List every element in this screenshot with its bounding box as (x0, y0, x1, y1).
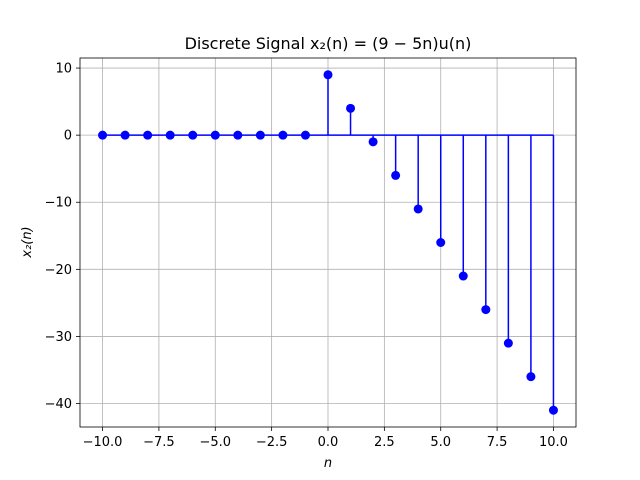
stem-marker (210, 130, 220, 140)
x-axis-label: n (324, 456, 332, 471)
stem-marker (323, 70, 333, 80)
x-tick-label: −10.0 (83, 435, 123, 450)
chart-title: Discrete Signal x₂(n) = (9 − 5n)u(n) (185, 34, 472, 53)
stem-marker (458, 271, 468, 281)
stem-marker (391, 170, 401, 180)
x-axis-ticks: −10.0 −7.5 −5.0 −2.5 0.0 2.5 5.0 7.5 10.0 (83, 427, 568, 450)
stem-marker (346, 103, 356, 113)
y-tick-label: 0 (64, 129, 72, 144)
x-tick-label: −5.0 (199, 435, 231, 450)
stem-marker (526, 372, 536, 382)
stem-marker (165, 130, 175, 140)
stem-series (98, 70, 558, 415)
stem-marker (143, 130, 153, 140)
y-axis-ticks: 10 0 −10 −20 −30 −40 (45, 62, 80, 412)
stem-marker (300, 130, 310, 140)
stem-marker (436, 238, 446, 247)
y-tick-label: −10 (45, 196, 72, 211)
y-tick-label: 10 (55, 62, 72, 77)
stem-marker (188, 130, 198, 140)
stem-marker (481, 305, 491, 315)
stem-marker (278, 130, 288, 140)
y-tick-label: −30 (45, 330, 72, 345)
stem-marker (120, 130, 130, 140)
stem-marker (503, 338, 513, 348)
stem-marker (368, 137, 378, 147)
stem-marker (233, 130, 243, 140)
x-tick-label: 10.0 (539, 435, 568, 450)
x-tick-label: −7.5 (143, 435, 175, 450)
x-tick-label: 0.0 (318, 435, 339, 450)
stem-marker (413, 204, 423, 214)
x-tick-label: −2.5 (256, 435, 288, 450)
stem-marker (98, 130, 108, 140)
y-tick-label: −20 (45, 263, 72, 278)
stem-marker (548, 405, 558, 415)
y-axis-label: x₂(n) (20, 226, 35, 258)
stem-marker (255, 130, 265, 140)
x-tick-label: 7.5 (487, 435, 508, 450)
x-tick-label: 5.0 (430, 435, 451, 450)
y-tick-label: −40 (45, 397, 72, 412)
x-tick-label: 2.5 (374, 435, 395, 450)
